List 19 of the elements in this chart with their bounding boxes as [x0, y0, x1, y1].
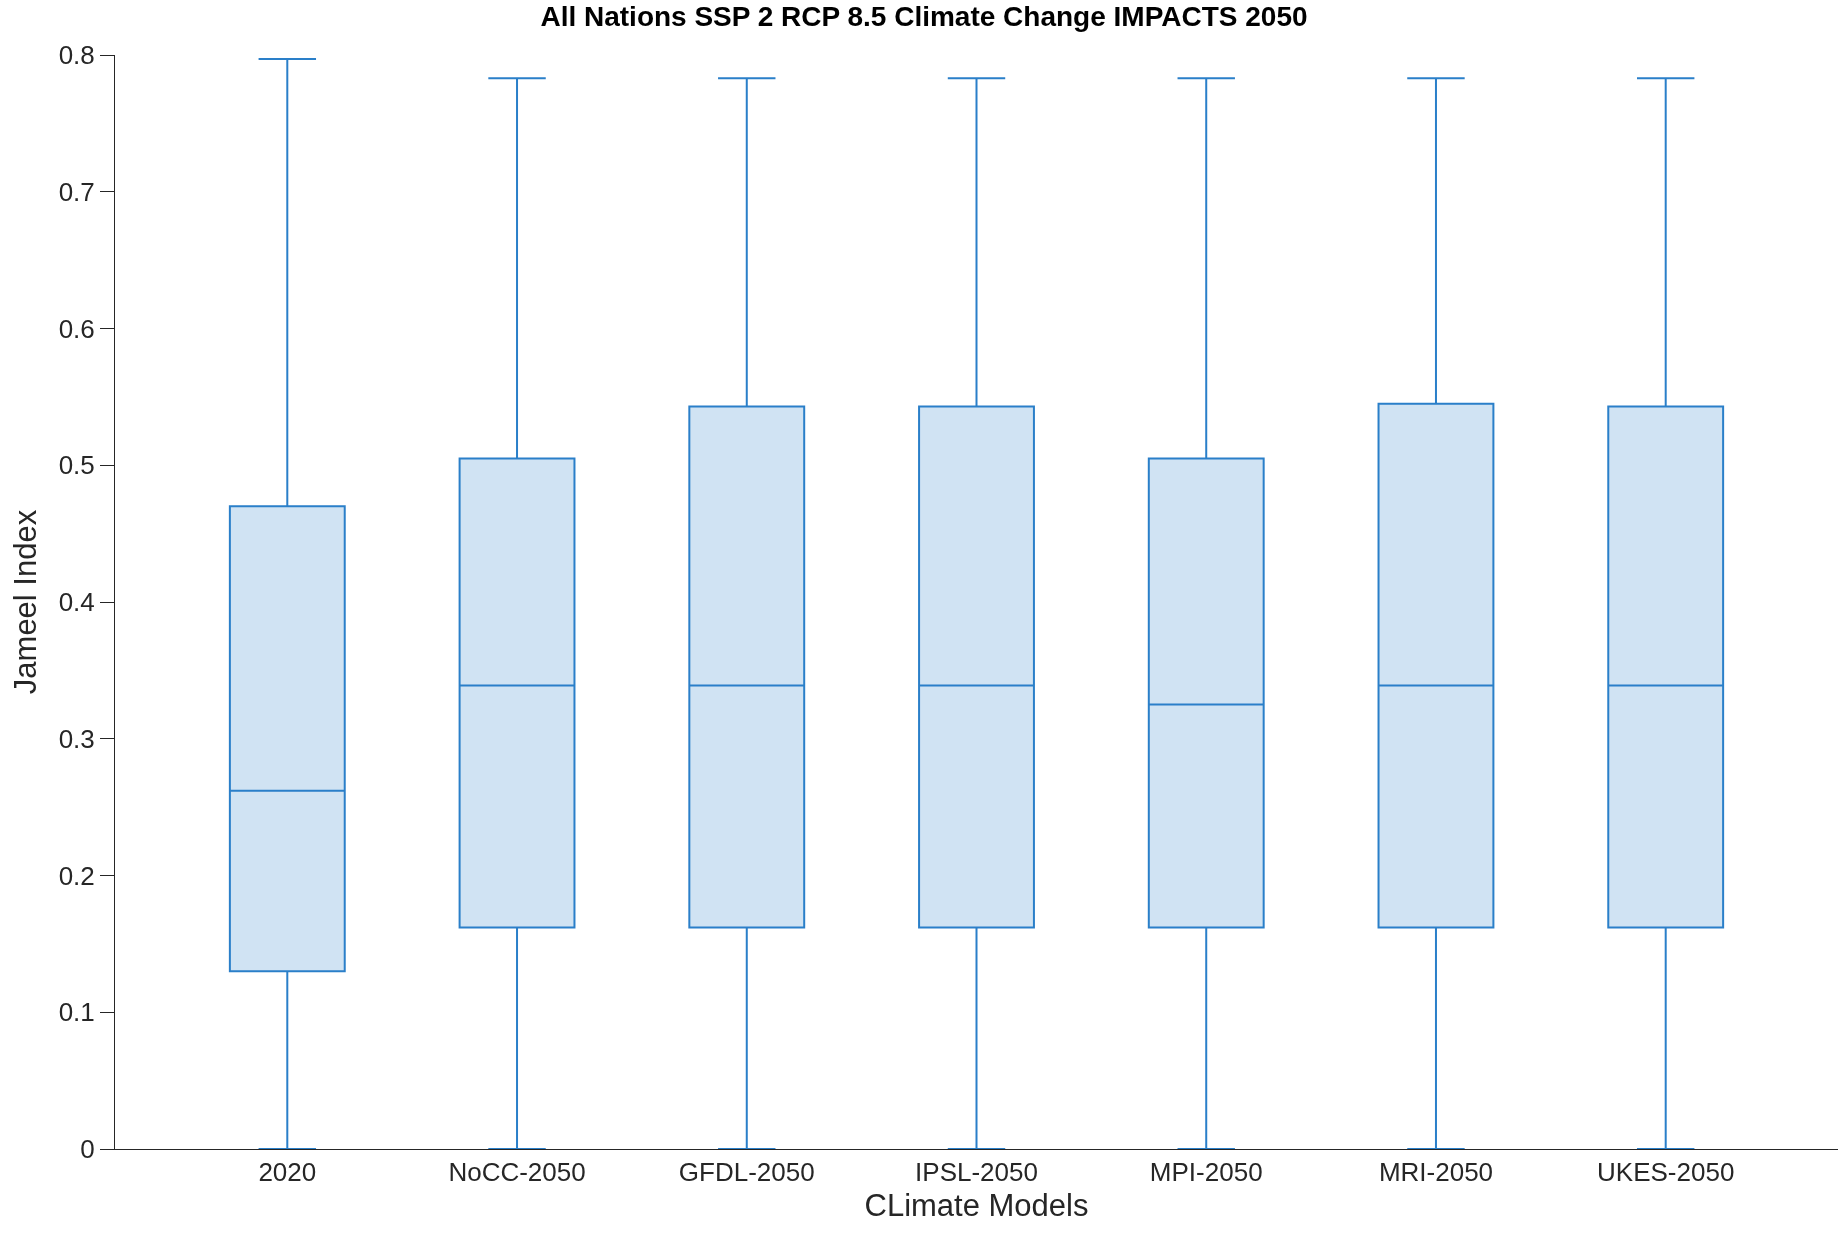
- y-tick-label: 0.2: [58, 860, 95, 891]
- x-tick-label: UKES-2050: [1597, 1157, 1735, 1188]
- chart-title: All Nations SSP 2 RCP 8.5 Climate Change IMPACTS 2050: [540, 0, 1308, 32]
- x-tick-label: MPI-2050: [1149, 1157, 1263, 1188]
- y-tick-label: 0.3: [58, 723, 95, 754]
- y-tick-label: 0.1: [58, 997, 95, 1028]
- x-tick-label: NoCC-2050: [448, 1157, 586, 1188]
- y-tick-label: 0.5: [58, 450, 95, 481]
- y-tick-label: 0.7: [58, 176, 95, 207]
- y-tick-label: 0.6: [58, 313, 95, 344]
- x-tick-label: 2020: [258, 1157, 317, 1188]
- y-tick-label: 0.8: [58, 40, 95, 71]
- x-tick-label: MRI-2050: [1378, 1157, 1494, 1188]
- x-tick-label: GFDL-2050: [678, 1157, 815, 1188]
- y-tick-label: 0: [80, 1134, 95, 1165]
- x-tick-label: IPSL-2050: [915, 1157, 1038, 1188]
- y-tick-label: 0.4: [58, 587, 95, 618]
- y-axis-title: Jameel Index: [8, 509, 44, 695]
- x-axis-title: CLimate Models: [864, 1188, 1089, 1224]
